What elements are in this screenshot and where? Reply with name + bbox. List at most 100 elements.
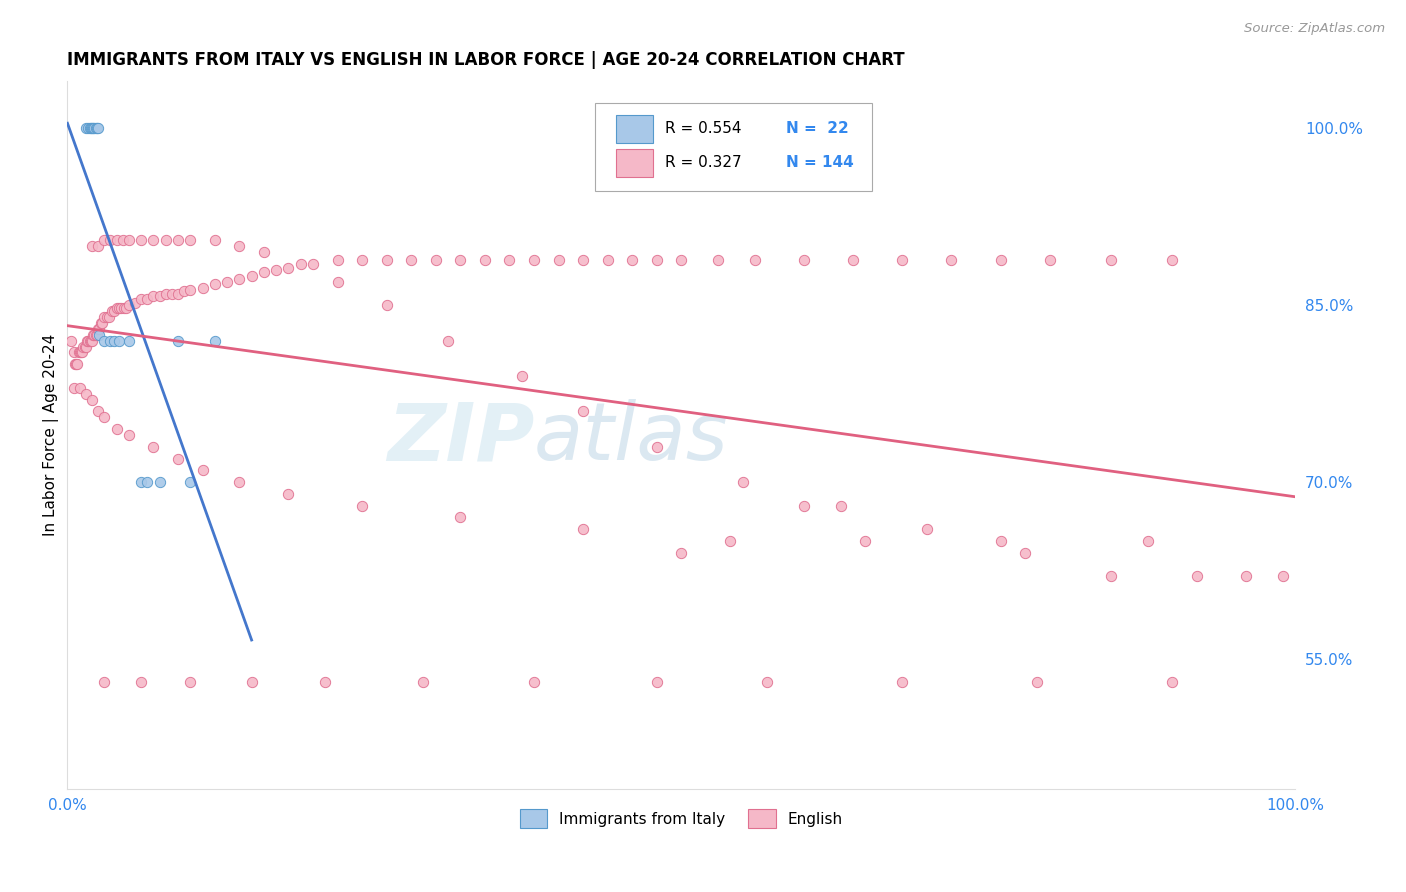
Point [82,121,104,136]
Point [399,253,422,268]
Point [108,334,131,348]
Point [1099,253,1122,268]
Point [75,386,97,401]
Point [449,253,471,268]
Point [115,301,138,315]
Point [93,234,115,248]
Point [80,334,103,348]
Point [1161,675,1184,690]
Point [352,253,374,268]
Point [76,334,98,348]
Point [82,327,104,342]
Point [891,675,914,690]
Point [191,280,214,294]
Point [253,245,276,260]
Point [173,284,195,298]
Text: N =  22: N = 22 [786,121,848,136]
Point [112,301,135,315]
Point [110,301,132,315]
Point [1136,534,1159,549]
Point [105,234,128,248]
Point [179,675,201,690]
Point [105,301,128,315]
Point [79,334,101,348]
Point [118,428,141,442]
Point [314,675,336,690]
Point [80,121,103,136]
Point [100,334,122,348]
Text: Source: ZipAtlas.com: Source: ZipAtlas.com [1244,22,1385,36]
Point [253,265,276,279]
Point [142,289,165,303]
Point [179,475,201,489]
Point [72,339,94,353]
Point [425,253,447,268]
Point [69,345,91,359]
Point [547,253,569,268]
Point [167,451,190,466]
Point [93,410,115,425]
Point [77,334,100,348]
Point [105,422,128,436]
Point [1026,675,1049,690]
Point [264,263,287,277]
Point [718,534,741,549]
Point [645,440,668,454]
Point [1234,569,1257,583]
Point [326,253,349,268]
Point [73,339,96,353]
Point [87,404,110,418]
Point [671,253,693,268]
Point [80,334,103,348]
Point [83,121,105,136]
Point [87,322,110,336]
Point [79,121,101,136]
Text: R = 0.327: R = 0.327 [665,155,742,170]
Point [572,253,595,268]
Point [277,487,299,501]
Point [129,293,152,307]
Point [167,286,190,301]
Point [191,463,214,477]
Point [118,234,141,248]
Point [148,475,170,489]
Point [70,345,93,359]
Point [60,334,83,348]
Point [572,522,595,536]
Point [449,510,471,524]
Point [66,357,89,371]
Point [87,239,110,253]
Point [108,301,131,315]
Point [228,239,250,253]
Point [915,522,938,536]
Point [842,253,865,268]
Point [228,272,250,286]
Point [87,121,110,136]
Point [572,404,595,418]
Point [621,253,644,268]
Point [167,334,190,348]
Point [69,381,91,395]
Point [510,369,533,384]
Point [830,499,852,513]
Point [990,253,1012,268]
Point [93,334,115,348]
FancyBboxPatch shape [616,149,652,177]
Point [744,253,766,268]
Point [179,234,201,248]
Point [100,304,122,318]
Point [645,675,668,690]
Text: ZIP: ZIP [387,400,534,477]
Point [89,322,111,336]
Point [160,286,183,301]
Point [375,298,398,312]
Point [96,310,118,324]
Point [891,253,914,268]
Point [77,121,100,136]
Point [228,475,250,489]
Point [707,253,730,268]
Text: IMMIGRANTS FROM ITALY VS ENGLISH IN LABOR FORCE | AGE 20-24 CORRELATION CHART: IMMIGRANTS FROM ITALY VS ENGLISH IN LABO… [67,51,905,69]
Y-axis label: In Labor Force | Age 20-24: In Labor Force | Age 20-24 [44,334,59,536]
Point [129,234,152,248]
Point [215,275,238,289]
